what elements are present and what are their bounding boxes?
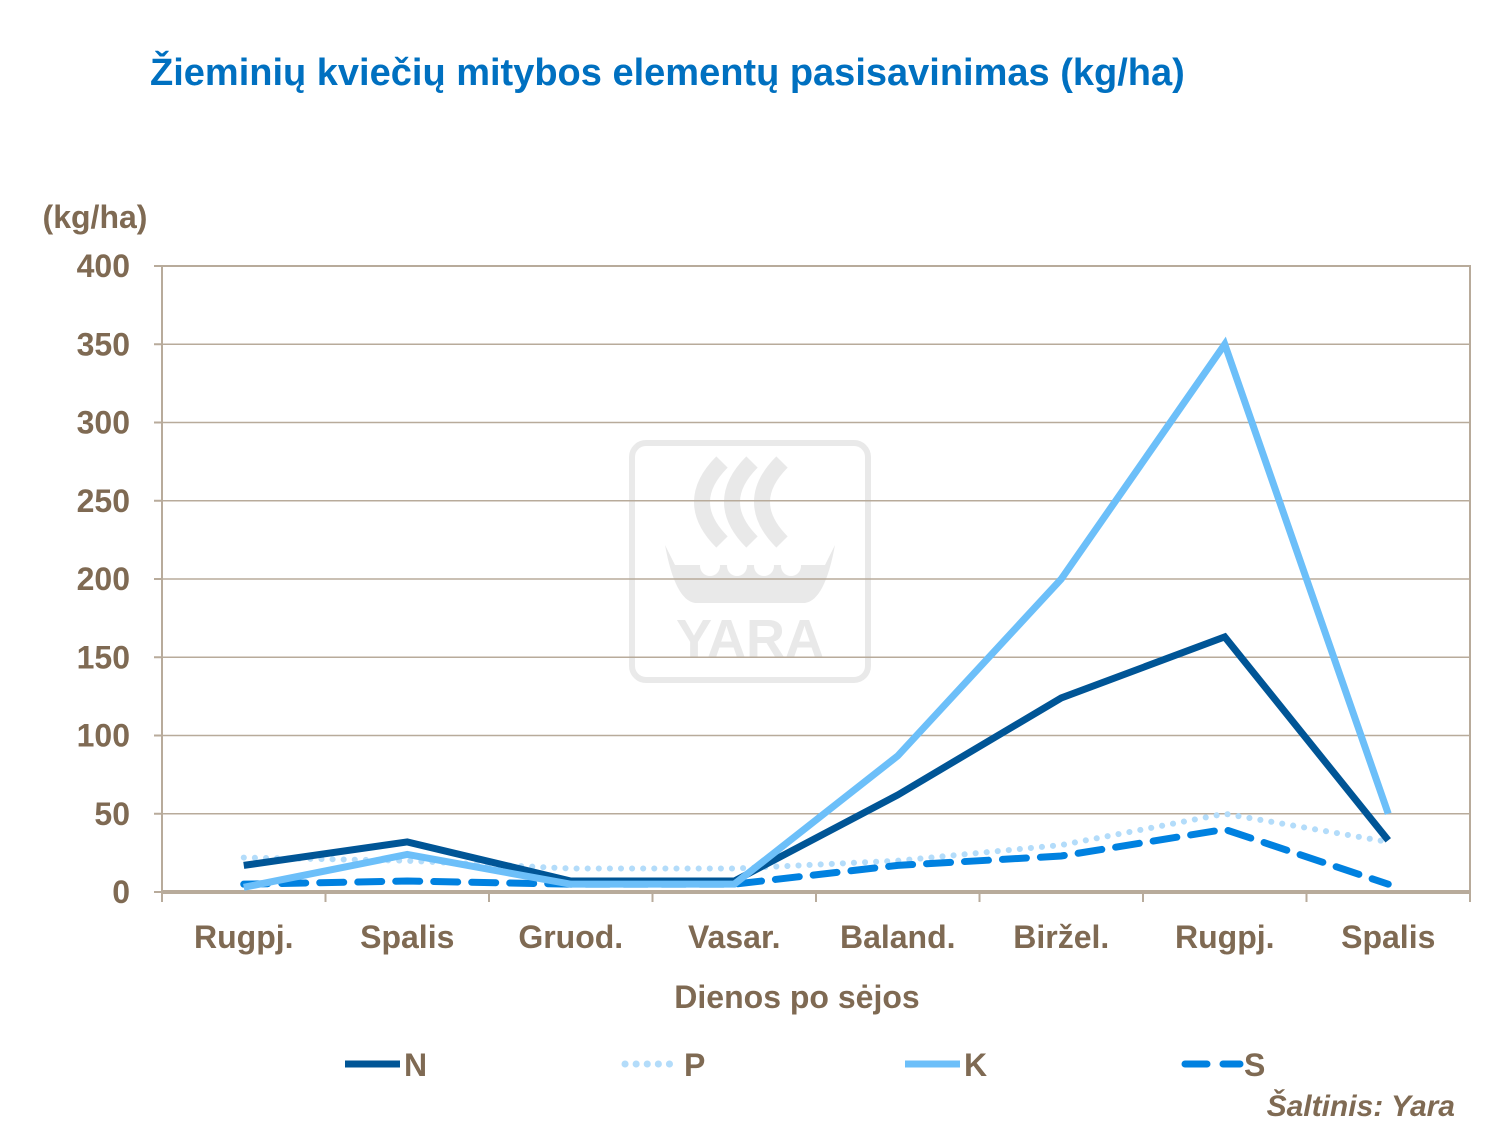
chart-title: Žieminių kviečių mitybos elementų pasisa… <box>150 52 1185 94</box>
series-line-K <box>243 336 1392 891</box>
x-tick-label: Gruod. <box>518 919 623 955</box>
y-tick-label: 0 <box>112 874 130 910</box>
legend-label-N: N <box>404 1047 427 1083</box>
x-axis-label: Dienos po sėjos <box>674 979 919 1015</box>
x-tick-label: Spalis <box>360 919 454 955</box>
y-tick-label: 250 <box>77 483 130 519</box>
svg-text:YARA: YARA <box>676 609 824 669</box>
y-tick-label: 300 <box>77 405 130 441</box>
legend-label-P: P <box>684 1047 705 1083</box>
x-tick-label: Baland. <box>840 919 956 955</box>
y-tick-label: 350 <box>77 326 130 362</box>
x-tick-label: Biržel. <box>1013 919 1109 955</box>
x-tick-label: Rugpj. <box>194 919 294 955</box>
x-tick-label: Rugpj. <box>1175 919 1275 955</box>
y-tick-label: 200 <box>77 561 130 597</box>
yara-logo-watermark: YARA <box>629 440 871 683</box>
legend-label-K: K <box>964 1047 987 1083</box>
y-tick-label: 400 <box>77 248 130 284</box>
x-tick-label: Spalis <box>1341 919 1435 955</box>
source-note: Šaltinis: Yara <box>1266 1090 1455 1123</box>
series-line-N <box>243 632 1391 885</box>
y-tick-label: 150 <box>77 639 130 675</box>
y-tick-label: 100 <box>77 718 130 754</box>
y-tick-label: 50 <box>94 796 130 832</box>
series-line-S <box>240 825 1392 888</box>
x-tick-label: Vasar. <box>688 919 781 955</box>
y-axis-label: (kg/ha) <box>43 199 148 235</box>
legend-label-S: S <box>1244 1047 1265 1083</box>
